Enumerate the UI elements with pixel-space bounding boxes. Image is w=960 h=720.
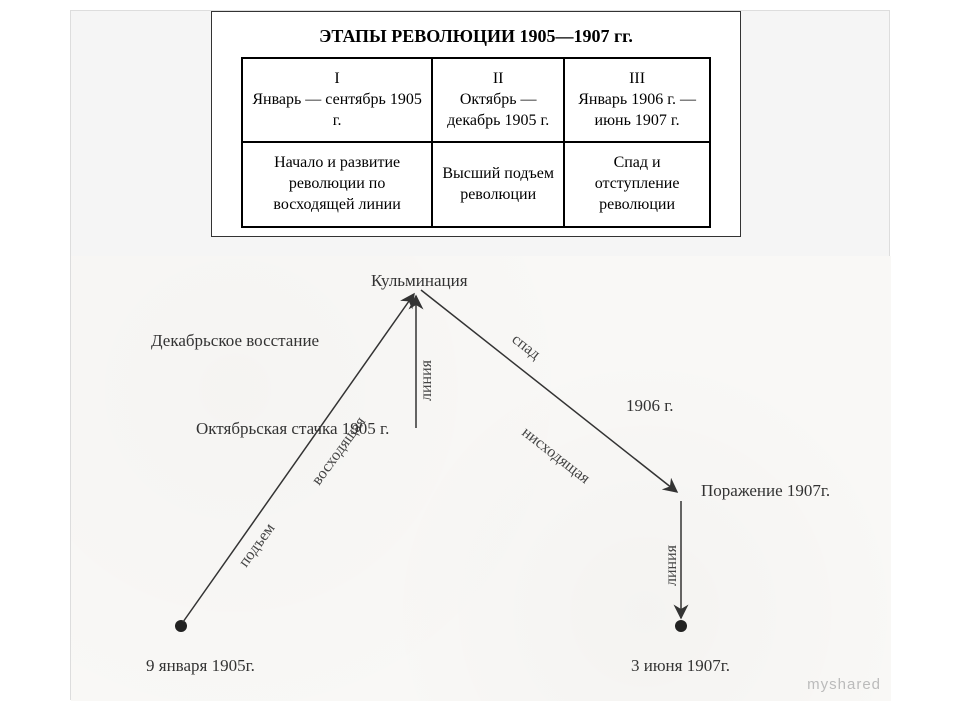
revolution-diagram: подъем восходящая линия спад нисходящая … (71, 256, 891, 701)
label-rise-1: подъем (235, 520, 278, 570)
stages-table: I Январь — сентябрь 1905 г. II Октябрь —… (241, 57, 711, 228)
label-uprising: Декабрьское восстание (151, 331, 319, 351)
stage-number: I (251, 69, 423, 90)
stage-number: III (573, 69, 701, 90)
stage-number: II (441, 69, 555, 90)
watermark: myshared (807, 676, 881, 693)
edge-falling (421, 290, 677, 492)
label-fall-1: спад (509, 331, 544, 363)
title: ЭТАПЫ РЕВОЛЮЦИИ 1905—1907 гг. (212, 20, 740, 57)
stage-dates: Январь — сентябрь 1905 г. (251, 90, 423, 132)
table-cell: Спад и отступление революции (564, 142, 710, 226)
diagram-svg: подъем восходящая линия спад нисходящая … (71, 256, 891, 701)
label-end-date: 3 июня 1907г. (631, 656, 730, 676)
label-strike: Октябрьская стачка 1905 г. (196, 419, 396, 439)
table-cell: I Январь — сентябрь 1905 г. (242, 58, 432, 142)
start-dot (175, 620, 187, 632)
stage-dates: Январь 1906 г. — июнь 1907 г. (573, 90, 701, 132)
end-dot (675, 620, 687, 632)
table-row: I Январь — сентябрь 1905 г. II Октябрь —… (242, 58, 710, 142)
top-section: ЭТАПЫ РЕВОЛЮЦИИ 1905—1907 гг. I Январь —… (211, 11, 741, 237)
label-fall-2: нисходящая (519, 424, 594, 488)
table-cell: II Октябрь — декабрь 1905 г. (432, 58, 564, 142)
stage-dates: Октябрь — декабрь 1905 г. (441, 90, 555, 132)
label-line-up: линия (418, 359, 435, 401)
label-1906: 1906 г. (626, 396, 674, 416)
page-container: ЭТАПЫ РЕВОЛЮЦИИ 1905—1907 гг. I Январь —… (70, 10, 890, 700)
label-culmination: Кульминация (371, 271, 468, 291)
table-cell: Высший подъем революции (432, 142, 564, 226)
label-defeat: Поражение 1907г. (701, 481, 831, 501)
label-line-down: линия (663, 544, 680, 586)
label-start-date: 9 января 1905г. (146, 656, 255, 676)
table-cell: Начало и развитие революции по восходяще… (242, 142, 432, 226)
table-cell: III Январь 1906 г. — июнь 1907 г. (564, 58, 710, 142)
table-row: Начало и развитие революции по восходяще… (242, 142, 710, 226)
